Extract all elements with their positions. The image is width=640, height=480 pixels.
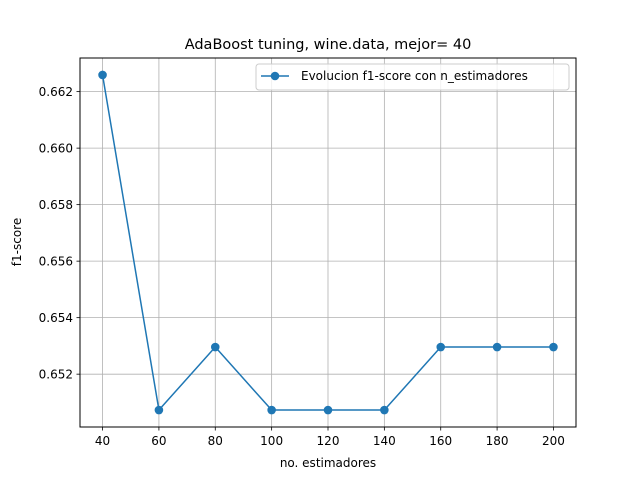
grid — [80, 58, 576, 427]
y-tick-label: 0.654 — [39, 311, 73, 325]
data-point — [98, 70, 107, 80]
y-tick-label: 0.662 — [39, 85, 73, 99]
x-tick-label: 200 — [542, 434, 565, 448]
x-tick-label: 80 — [208, 434, 223, 448]
y-tick-label: 0.656 — [39, 254, 73, 268]
x-axis: 40 60 80 100 120 140 160 180 200 — [95, 427, 565, 448]
y-tick-label: 0.658 — [39, 198, 73, 212]
data-point — [210, 342, 220, 352]
y-axis: 0.652 0.654 0.656 0.658 0.660 0.662 — [39, 85, 80, 381]
y-tick-label: 0.660 — [39, 141, 73, 155]
x-tick-label: 40 — [95, 434, 110, 448]
legend: Evolucion f1-score con n_estimadores — [255, 63, 570, 91]
data-point — [154, 405, 164, 415]
data-point — [380, 405, 389, 415]
x-tick-label: 160 — [429, 434, 452, 448]
x-tick-label: 120 — [317, 434, 340, 448]
y-tick-label: 0.652 — [39, 367, 73, 381]
data-point — [267, 405, 276, 415]
legend-label: Evolucion f1-score con n_estimadores — [301, 69, 528, 83]
data-point — [436, 342, 446, 352]
series — [98, 70, 558, 415]
x-tick-label: 100 — [260, 434, 283, 448]
x-tick-label: 60 — [151, 434, 166, 448]
legend-box — [255, 63, 570, 91]
data-point — [492, 342, 502, 352]
data-point — [323, 405, 333, 415]
x-axis-label: no. estimadores — [280, 456, 376, 470]
x-tick-label: 140 — [373, 434, 396, 448]
x-tick-label: 180 — [486, 434, 509, 448]
chart-title: AdaBoost tuning, wine.data, mejor= 40 — [185, 37, 472, 53]
data-point — [549, 342, 558, 352]
y-axis-label: f1-score — [10, 218, 24, 266]
legend-marker — [270, 71, 280, 81]
